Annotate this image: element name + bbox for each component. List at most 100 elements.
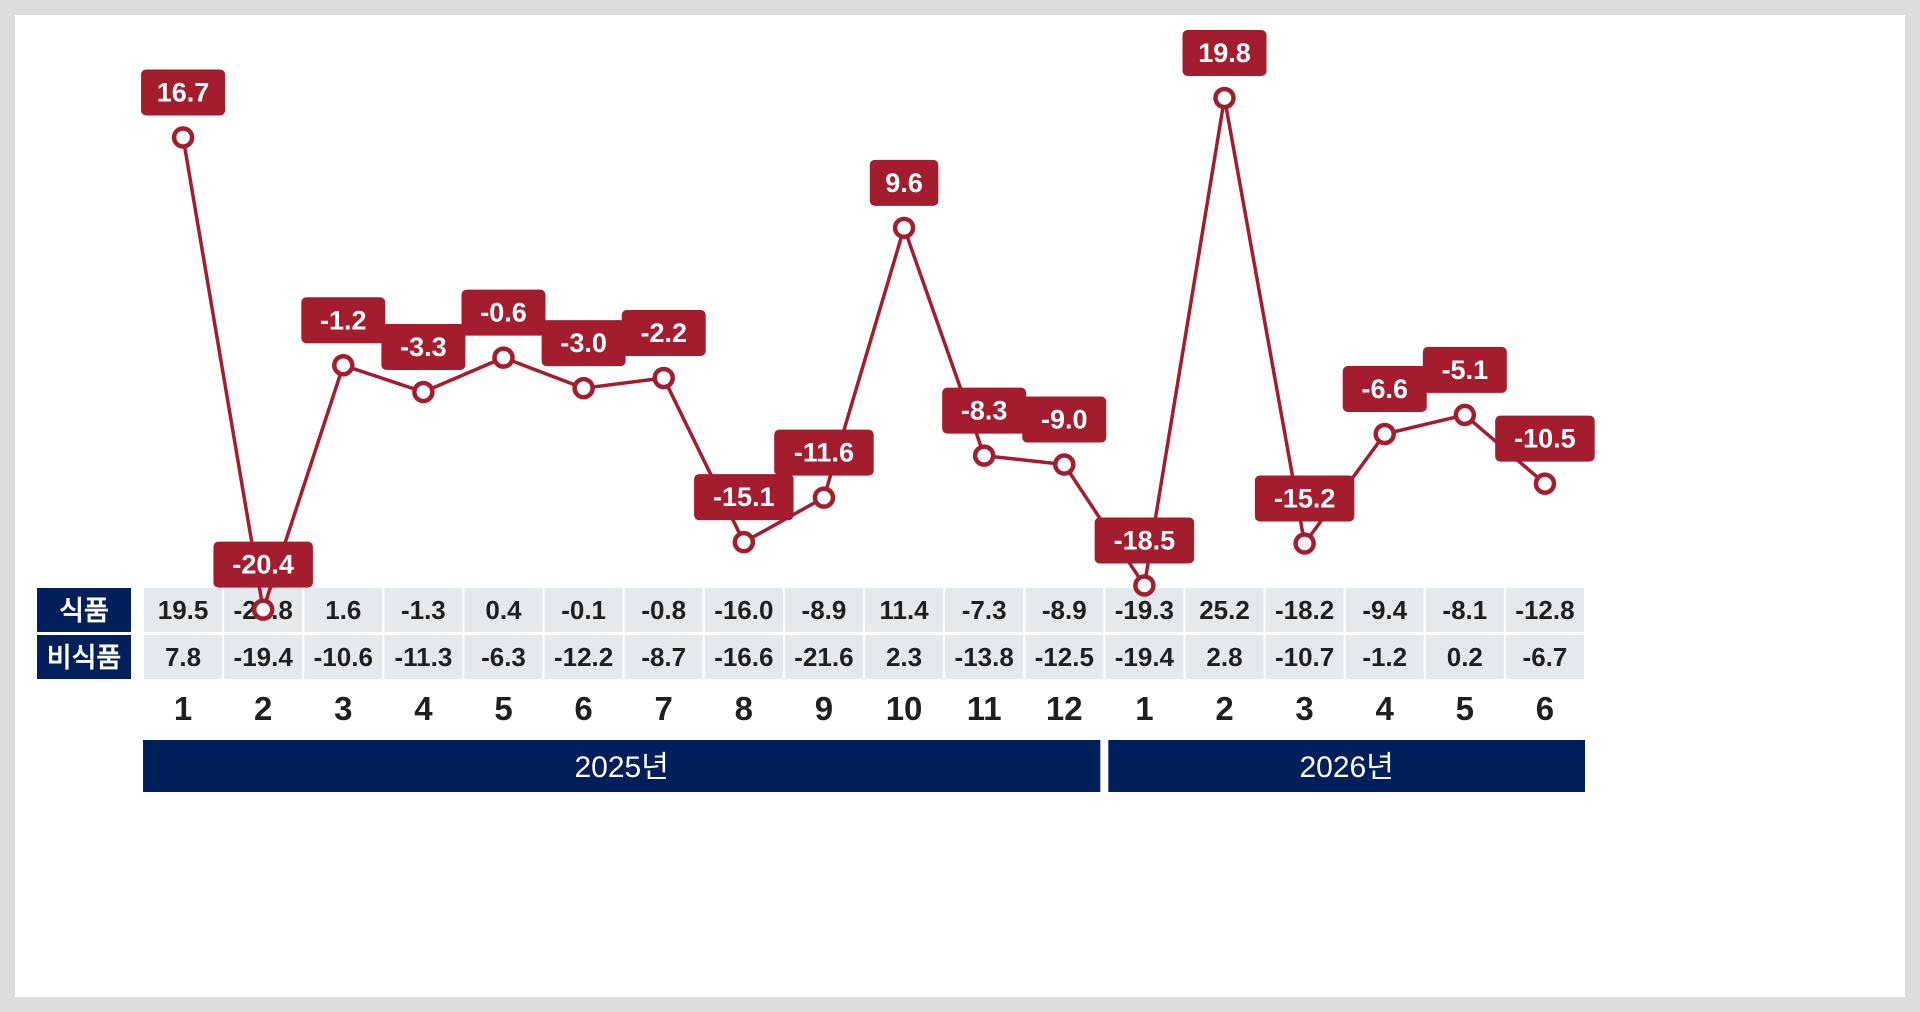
table-cell-value: -19.4	[1115, 642, 1175, 672]
table-cell: 7.8	[144, 635, 223, 679]
table-cell-bg	[1425, 635, 1504, 679]
data-labels: 16.7 -20.4 -1.2 -3.3 -0.6 -3.0 -2.2 -15.1 -11.6 9…	[141, 30, 1595, 588]
data-point	[972, 444, 996, 467]
table-cell-bg	[464, 588, 543, 632]
table-cell: -8.9	[1025, 588, 1104, 632]
data-label: 19.8	[1182, 30, 1267, 76]
data-table: 식품19.5-21.81.6-1.30.4-0.1-0.8-16.0-8.911…	[37, 588, 1584, 679]
year-bar	[143, 740, 1101, 792]
table-cell-value: -21.6	[794, 642, 853, 672]
table-row-header: 식품	[37, 588, 131, 632]
data-point	[572, 376, 595, 400]
table-cell-bg	[624, 635, 703, 679]
table-cell-bg	[1185, 588, 1264, 632]
data-point	[732, 530, 756, 554]
table-cell-value: -8.9	[802, 595, 847, 625]
table-cell-value: 0.2	[1447, 642, 1483, 672]
table-cell-value: -1.3	[401, 595, 446, 625]
x-axis-ticks: 1 2 3 4 5 6 7 8 9 10 11 12 1 2 3 4 5 6	[174, 690, 1554, 727]
line-chart: 식품19.5-21.81.6-1.30.4-0.1-0.8-16.0-8.911…	[37, 30, 1595, 792]
table-cell: -21.6	[784, 635, 863, 679]
table-cell-bg	[1345, 588, 1424, 632]
data-label: -0.6	[461, 289, 546, 336]
table-cell-value: -6.3	[481, 642, 526, 672]
data-label-text: -1.2	[320, 305, 367, 335]
x-tick-label: 2	[1215, 690, 1233, 727]
table-cell: -11.3	[384, 635, 463, 679]
table-cell-bg	[1265, 588, 1344, 632]
data-label: 9.6	[869, 159, 939, 206]
data-label: -2.2	[621, 310, 706, 356]
table-cell-bg	[1265, 635, 1344, 679]
table-cell-value: -0.1	[561, 595, 606, 625]
data-point	[652, 366, 675, 390]
table-cell-value: 19.5	[158, 595, 209, 625]
data-label: 16.7	[141, 69, 226, 116]
x-tick-label: 9	[815, 690, 833, 727]
data-label-text: -2.2	[640, 318, 687, 348]
x-tick-label: 4	[1376, 690, 1395, 727]
data-label-text: 9.6	[885, 168, 923, 198]
table-cell: -8.7	[624, 635, 703, 679]
table-cell-bg	[224, 635, 303, 679]
table-cell-value: 2.8	[1206, 642, 1242, 672]
data-label: -20.4	[213, 541, 313, 588]
table-cell-value: -8.7	[641, 642, 686, 672]
data-point	[1053, 453, 1076, 476]
table-cell: -10.6	[304, 635, 383, 679]
x-tick-label: 3	[334, 690, 352, 727]
data-label: -3.0	[541, 320, 626, 367]
data-point	[1213, 86, 1236, 110]
x-tick-label: 6	[574, 690, 592, 727]
table-cell-value: 0.4	[485, 595, 522, 625]
data-label-box	[869, 159, 939, 206]
table-cell-bg	[1025, 635, 1104, 679]
table-cell-value: 1.6	[325, 595, 361, 625]
data-label-box	[621, 310, 706, 356]
data-label-text: -10.5	[1514, 424, 1576, 454]
year-group: 2026년	[1108, 740, 1585, 792]
data-label-text: 16.7	[157, 77, 210, 107]
x-tick-label: 3	[1295, 690, 1313, 727]
table-row-header: 비식품	[37, 635, 131, 679]
table-cell-value: -0.8	[641, 595, 686, 625]
table-cell-value: -12.5	[1035, 642, 1094, 672]
table-cell-bg	[945, 635, 1024, 679]
table-cell-bg	[704, 635, 783, 679]
series-line	[181, 96, 1547, 612]
table-cell: -8.1	[1425, 588, 1504, 632]
table-cell: 2.8	[1185, 635, 1264, 679]
table-cell-bg	[304, 635, 383, 679]
table-cell: 19.5	[144, 588, 223, 632]
year-label: 2026년	[1299, 751, 1393, 784]
x-tick-label: 4	[414, 690, 433, 727]
table-cell-value: -8.1	[1442, 595, 1487, 625]
data-label-box	[1182, 30, 1267, 76]
data-label: -3.3	[381, 324, 466, 370]
data-label-text: 19.8	[1198, 38, 1251, 68]
row-header-label: 비식품	[47, 643, 122, 673]
table-cell-value: -12.2	[554, 642, 613, 672]
x-tick-label: 12	[1046, 690, 1083, 727]
table-cell-value: -10.6	[314, 642, 373, 672]
x-tick-label: 8	[735, 690, 753, 727]
table-cell-value: -8.9	[1042, 595, 1087, 625]
x-tick-label: 7	[655, 690, 673, 727]
data-point	[1533, 472, 1557, 495]
table-cell-bg	[384, 635, 463, 679]
data-label-box	[1094, 517, 1195, 564]
table-cell: 1.6	[304, 588, 383, 632]
table-cell: -6.7	[1505, 635, 1584, 679]
data-label-text: -6.6	[1361, 374, 1408, 404]
x-tick-label: 11	[967, 690, 1002, 727]
data-point	[892, 216, 916, 240]
table-cell: 0.2	[1425, 635, 1504, 679]
table-cell-bg	[544, 635, 623, 679]
year-bar	[1108, 740, 1585, 792]
data-point	[251, 598, 275, 621]
table-cell-value: 11.4	[879, 595, 929, 625]
data-label-text: -0.6	[480, 298, 527, 328]
table-cell-bg	[1505, 588, 1584, 632]
table-cell-bg	[144, 588, 223, 632]
table-cell: -12.8	[1505, 588, 1584, 632]
